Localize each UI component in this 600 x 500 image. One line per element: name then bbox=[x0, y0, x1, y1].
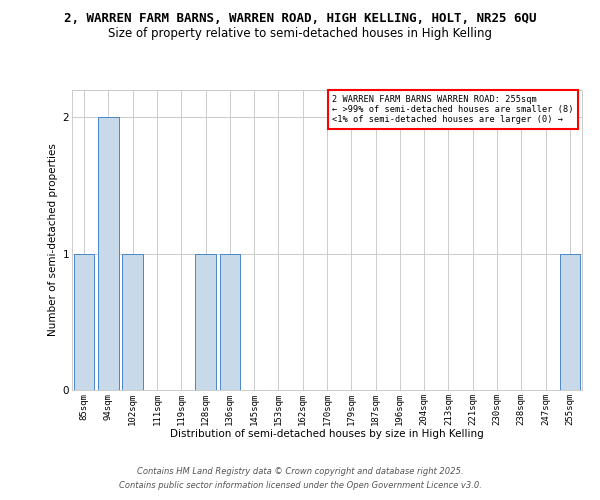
Text: 2, WARREN FARM BARNS, WARREN ROAD, HIGH KELLING, HOLT, NR25 6QU: 2, WARREN FARM BARNS, WARREN ROAD, HIGH … bbox=[64, 12, 536, 26]
Bar bbox=[560, 254, 580, 390]
Bar bbox=[220, 254, 240, 390]
Y-axis label: Number of semi-detached properties: Number of semi-detached properties bbox=[49, 144, 58, 336]
Bar bbox=[195, 254, 216, 390]
Text: Size of property relative to semi-detached houses in High Kelling: Size of property relative to semi-detach… bbox=[108, 28, 492, 40]
Text: Contains public sector information licensed under the Open Government Licence v3: Contains public sector information licen… bbox=[119, 481, 481, 490]
Bar bbox=[122, 254, 143, 390]
Text: 2 WARREN FARM BARNS WARREN ROAD: 255sqm
← >99% of semi-detached houses are small: 2 WARREN FARM BARNS WARREN ROAD: 255sqm … bbox=[332, 94, 574, 124]
Text: Contains HM Land Registry data © Crown copyright and database right 2025.: Contains HM Land Registry data © Crown c… bbox=[137, 467, 463, 476]
X-axis label: Distribution of semi-detached houses by size in High Kelling: Distribution of semi-detached houses by … bbox=[170, 429, 484, 439]
Bar bbox=[74, 254, 94, 390]
Bar bbox=[98, 118, 119, 390]
